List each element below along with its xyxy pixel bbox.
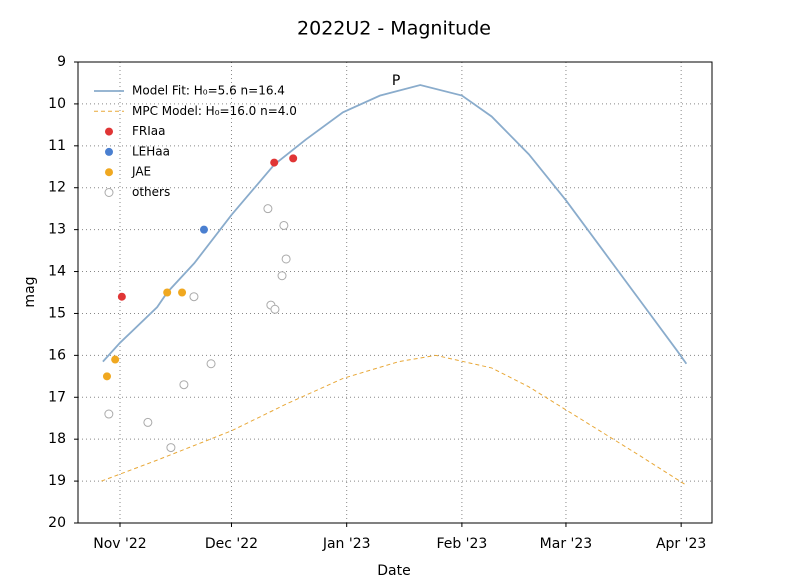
legend-swatch bbox=[104, 188, 114, 197]
data-point bbox=[270, 158, 279, 167]
y-axis-label: mag bbox=[22, 276, 38, 307]
data-point bbox=[178, 288, 187, 297]
legend-label: FRIaa bbox=[132, 124, 166, 138]
data-point bbox=[289, 154, 298, 163]
legend-label: others bbox=[132, 185, 170, 199]
y-tick-label: 17 bbox=[48, 389, 66, 405]
data-point bbox=[279, 220, 289, 230]
y-tick-label: 10 bbox=[48, 96, 66, 112]
y-tick-label: 19 bbox=[48, 473, 66, 489]
data-point bbox=[111, 355, 120, 364]
data-point bbox=[281, 254, 291, 264]
x-tick-label: Apr '23 bbox=[656, 536, 706, 552]
x-tick-label: Dec '22 bbox=[205, 536, 258, 552]
legend-label: Model Fit: H₀=5.6 n=16.4 bbox=[132, 84, 285, 98]
legend-label: MPC Model: H₀=16.0 n=4.0 bbox=[132, 104, 297, 118]
series-line bbox=[101, 354, 687, 486]
y-tick-label: 16 bbox=[48, 347, 66, 363]
y-tick-label: 13 bbox=[48, 222, 66, 238]
data-point bbox=[277, 271, 287, 281]
data-point bbox=[270, 304, 280, 314]
legend-swatch bbox=[105, 168, 113, 177]
y-tick-label: 20 bbox=[48, 515, 66, 531]
x-tick-label: Mar '23 bbox=[540, 536, 593, 552]
data-point bbox=[163, 288, 172, 297]
data-point bbox=[206, 359, 216, 369]
series-line bbox=[102, 84, 688, 365]
x-axis-label: Date bbox=[377, 563, 410, 579]
data-point bbox=[189, 292, 199, 302]
annotation: P bbox=[392, 73, 400, 89]
y-tick-label: 11 bbox=[48, 138, 66, 154]
legend-label: LEHaa bbox=[132, 144, 170, 158]
y-tick-label: 12 bbox=[48, 180, 66, 196]
data-point bbox=[179, 380, 189, 390]
data-point bbox=[263, 204, 273, 214]
data-point bbox=[166, 443, 176, 453]
data-point bbox=[102, 372, 111, 381]
data-point bbox=[143, 417, 153, 427]
y-tick-label: 14 bbox=[48, 264, 66, 280]
x-tick-label: Feb '23 bbox=[436, 536, 487, 552]
chart-title: 2022U2 - Magnitude bbox=[297, 18, 491, 40]
legend-label: JAE bbox=[131, 165, 151, 179]
data-point bbox=[199, 225, 208, 234]
y-tick-label: 15 bbox=[48, 305, 66, 321]
data-point bbox=[104, 409, 114, 419]
y-tick-label: 9 bbox=[57, 54, 66, 70]
x-tick-label: Jan '23 bbox=[322, 536, 371, 552]
legend-swatch bbox=[105, 147, 113, 156]
plot-frame bbox=[77, 61, 713, 524]
data-point bbox=[117, 292, 126, 301]
legend-swatch bbox=[105, 127, 113, 136]
y-tick-label: 18 bbox=[48, 431, 66, 447]
x-tick-label: Nov '22 bbox=[93, 536, 146, 552]
